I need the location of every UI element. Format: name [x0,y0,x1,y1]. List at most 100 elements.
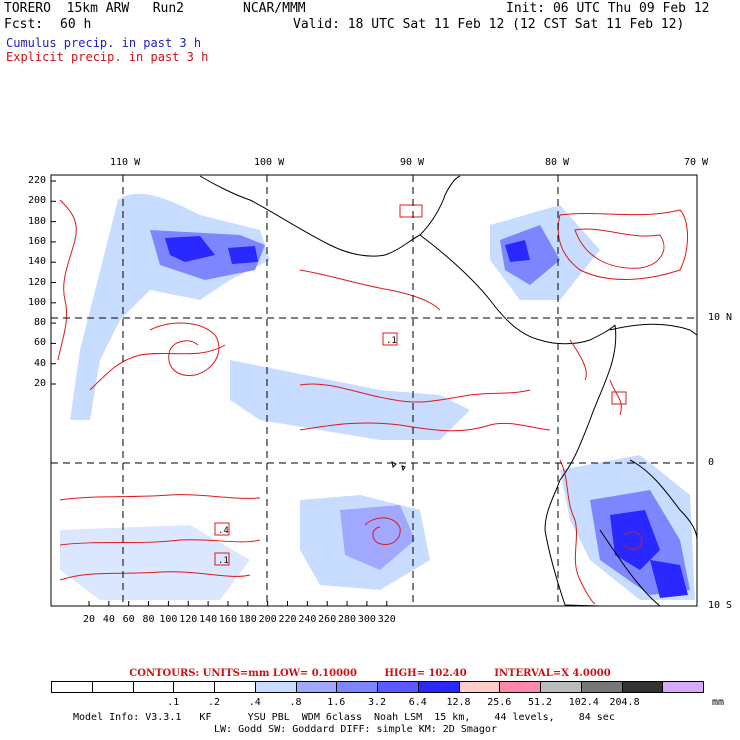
contours-high: HIGH= 102.40 [384,668,467,679]
contour-sw-2 [59,539,261,546]
contour-colombia-coast [569,339,622,416]
shade-mid-swirl [340,505,415,570]
model-info: Model Info: V3.3.1 KF YSU PBL WDM 6class… [73,712,615,723]
colorbar-cell [417,681,460,693]
bottom-x-label: 160 [218,614,237,625]
contour-nw-swirl [149,322,220,376]
colorbar-label: 1.6 [327,697,346,708]
right-lat-label: 0 [708,457,715,468]
bottom-x-label: 140 [199,614,218,625]
colorbar-cell [662,681,704,693]
contour-sw-3 [59,494,261,501]
contour-central [299,383,531,403]
colorbar-label: 3.2 [367,697,387,708]
left-y-label: 40 [33,357,46,369]
shade-dark-nw2 [228,246,258,264]
top-lon-label: 70 W [684,157,709,168]
colorbar-cell [377,681,419,693]
colorbar-cell [499,681,541,693]
contour-nw-band [89,344,226,391]
bottom-x-label: 20 [82,614,96,625]
contour-label-3: .1 [218,556,229,566]
colorbar-label: .8 [289,697,302,708]
colorbar-cell [91,681,134,693]
coast-caribbean [609,323,698,336]
bottom-x-label: 320 [377,614,396,625]
top-lon-label: 80 W [545,157,570,168]
shade-mid-ne [500,225,560,285]
contour-box-4 [399,204,423,218]
org-label: NCAR/MMM [243,1,306,16]
contour-venezuela [557,209,688,280]
colorbar-label: .1 [167,697,180,708]
colorbar-cell [132,681,175,693]
bottom-x-label: 120 [179,614,198,625]
colorbar-label: 204.8 [609,697,640,708]
contour-swirl-south [364,517,401,545]
contour-label-1: .1 [386,336,397,346]
left-y-label: 80 [33,317,46,329]
colorbar-cell [254,681,297,693]
bottom-x-label: 200 [258,614,277,625]
colorbar-cell [295,681,338,693]
contour-box-2 [214,522,230,536]
contour-gulf [299,269,441,311]
forecast-label: Fcst: [4,17,44,32]
coastlines [199,175,698,607]
physics-info: LW: Godd SW: Goddard DIFF: simple KM: 2D… [214,724,497,735]
colorbar-label: 12.8 [446,697,471,708]
left-y-label: 120 [27,276,46,288]
legend-explicit: Explicit precip. in past 3 h [6,50,209,64]
colorbar-label: 102.4 [568,697,599,708]
contours-info: CONTOURS: UNITS=mm LOW= 0.10000 HIGH= 10… [0,668,740,679]
red-contours [57,199,688,605]
shade-light-sw [60,525,250,600]
shade-light-central [230,360,470,440]
colorbar-cell [540,681,582,693]
bottom-x-label: 260 [318,614,337,625]
shade-dark-se2 [650,560,688,598]
colorbar-label: .2 [207,697,221,708]
shade-dark-nw [165,236,215,262]
colorbar-label: .4 [248,697,261,708]
right-lat-label: 10 N [708,312,733,323]
bottom-x-label: 100 [159,614,178,625]
bottom-x-label: 300 [357,614,376,625]
left-y-label: 220 [27,175,46,186]
contours-interval: INTERVAL=X 4.0000 [494,668,611,679]
left-y-label: 200 [27,195,46,207]
contour-box-3 [214,552,230,566]
legend-cumulus: Cumulus precip. in past 3 h [6,36,202,50]
contour-se-swirl [624,531,643,550]
coast-andes [629,459,698,541]
left-y-label: 160 [27,235,46,247]
left-y-label: 60 [33,337,46,349]
coast-andes2 [599,529,661,607]
colorbar-cell [214,681,256,693]
forecast-hours: 60 h [60,17,92,32]
colorbar-cell [173,681,215,693]
left-y-label: 20 [33,378,46,389]
colorbar-cell [51,681,93,693]
right-lat-label: 10 S [708,600,733,611]
contour-label-group: .1 .4 .1 [218,336,397,566]
shade-dark-ne [505,240,530,262]
colorbar-label: 51.2 [528,697,553,708]
bottom-x-label: 60 [122,614,135,625]
contour-box-5 [611,391,627,405]
colorbar-cell [458,681,501,693]
top-lon-label: 100 W [254,157,285,168]
contour-west [57,199,77,361]
contour-box-1 [382,332,398,346]
colorbar-label: 25.6 [487,697,512,708]
bottom-x-label: 240 [298,614,317,625]
contour-andes [559,459,596,605]
bottom-x-label: 80 [142,614,155,625]
contours-units: CONTOURS: UNITS=mm LOW= 0.10000 [129,668,357,679]
colorbar-cell [336,681,378,693]
contour-central2 [299,422,551,432]
top-lon-label: 90 W [400,157,425,168]
left-y-label: 140 [27,256,46,268]
map-frame [50,174,698,607]
